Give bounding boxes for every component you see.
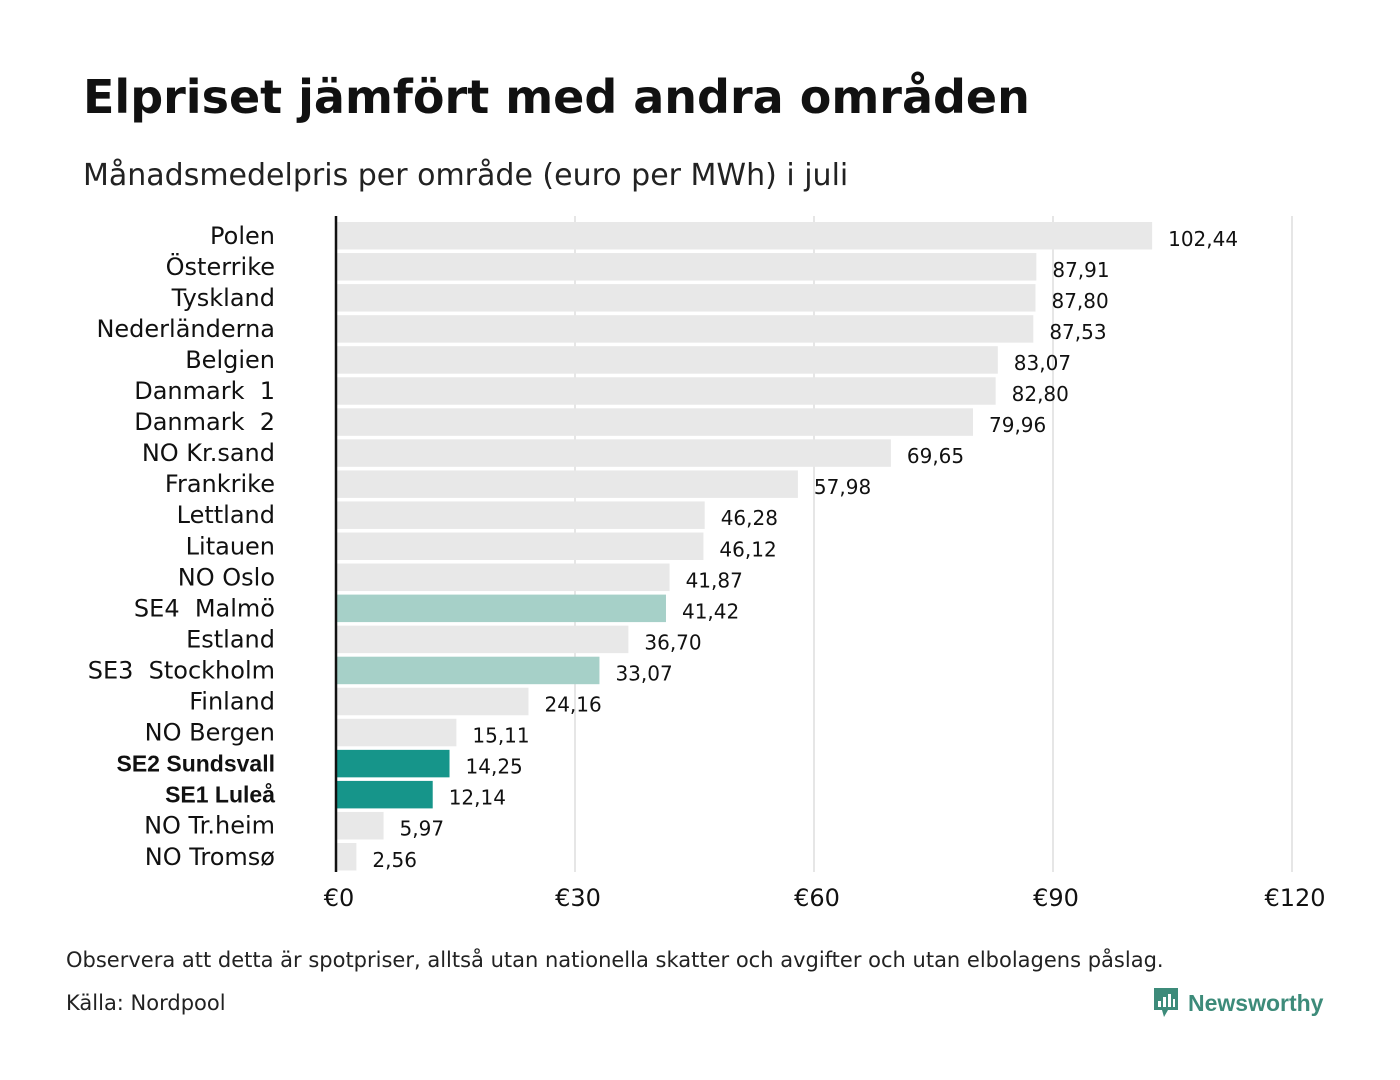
footnote: Observera att detta är spotpriser, allts… bbox=[66, 948, 1164, 972]
value-label: 12,14 bbox=[449, 786, 506, 810]
bar-13 bbox=[336, 625, 629, 654]
value-label: 36,70 bbox=[644, 630, 701, 654]
value-label: 41,42 bbox=[682, 599, 739, 623]
value-label: 57,98 bbox=[814, 475, 871, 499]
category-label: Frankrike bbox=[165, 470, 275, 498]
category-label: Österrike bbox=[166, 252, 275, 281]
bar-9 bbox=[336, 501, 705, 529]
category-label: Finland bbox=[189, 688, 275, 716]
bar-0 bbox=[336, 222, 1153, 250]
bar-12 bbox=[336, 594, 666, 623]
category-label: Danmark 1 bbox=[134, 377, 275, 405]
bar-8 bbox=[336, 470, 798, 498]
value-label: 79,96 bbox=[989, 413, 1046, 437]
category-label: Nederländerna bbox=[96, 315, 275, 343]
value-label: 41,87 bbox=[686, 568, 743, 592]
category-label: SE2 Sundsvall bbox=[116, 751, 275, 777]
bar-7 bbox=[336, 439, 891, 467]
category-label: SE3 Stockholm bbox=[88, 656, 275, 684]
category-label: Belgien bbox=[185, 346, 275, 374]
category-label: NO Oslo bbox=[178, 563, 275, 591]
bar-15 bbox=[336, 687, 529, 716]
category-label: Lettland bbox=[177, 501, 275, 529]
value-label: 24,16 bbox=[544, 693, 601, 717]
category-label: NO Tr.heim bbox=[144, 812, 275, 840]
bar-11 bbox=[336, 563, 670, 592]
value-label: 87,80 bbox=[1051, 289, 1108, 313]
value-label: 87,91 bbox=[1052, 258, 1109, 282]
bar-1 bbox=[336, 253, 1037, 281]
x-tick-label: €120 bbox=[1264, 884, 1325, 912]
category-label: Danmark 2 bbox=[134, 408, 275, 436]
value-label: 14,25 bbox=[466, 755, 523, 779]
bar-5 bbox=[336, 377, 996, 405]
value-label: 15,11 bbox=[472, 724, 529, 748]
brand-logo: Newsworthy bbox=[1152, 986, 1323, 1020]
chart-title: Elpriset jämfört med andra områden bbox=[83, 70, 1030, 124]
source-credit: Källa: Nordpool bbox=[66, 991, 226, 1015]
category-label: NO Tromsø bbox=[145, 843, 275, 871]
value-label: 2,56 bbox=[372, 848, 417, 872]
brand-name: Newsworthy bbox=[1188, 989, 1324, 1016]
value-label: 46,12 bbox=[719, 537, 776, 561]
category-label: NO Bergen bbox=[145, 719, 275, 747]
bar-6 bbox=[336, 408, 974, 436]
bar-chart: Polen 102,44 Österrike 87,91 Tyskland 87,80 Ne… bbox=[88, 216, 1326, 912]
x-tick-label: €60 bbox=[794, 884, 840, 912]
x-tick-label: €30 bbox=[555, 884, 601, 912]
bar-10 bbox=[336, 532, 704, 560]
x-tick-label: €90 bbox=[1033, 884, 1079, 912]
bar-18 bbox=[336, 780, 433, 809]
category-label: Tyskland bbox=[171, 284, 275, 312]
category-label: SE4 Malmö bbox=[134, 594, 275, 622]
bar-16 bbox=[336, 718, 457, 747]
category-label: NO Kr.sand bbox=[142, 439, 275, 467]
chart-subtitle: Månadsmedelpris per område (euro per MWh… bbox=[83, 158, 849, 193]
bar-4 bbox=[336, 346, 998, 374]
bar-17 bbox=[336, 749, 450, 778]
bar-3 bbox=[336, 315, 1034, 343]
category-label: SE1 Luleå bbox=[165, 782, 275, 808]
value-label: 87,53 bbox=[1049, 320, 1106, 344]
bar-2 bbox=[336, 284, 1036, 312]
value-label: 33,07 bbox=[615, 661, 672, 685]
category-label: Litauen bbox=[186, 532, 275, 560]
newsworthy-logo-icon bbox=[1154, 988, 1178, 1017]
bar-20 bbox=[336, 843, 357, 871]
bar-19 bbox=[336, 811, 384, 840]
x-tick-label: €0 bbox=[324, 884, 355, 912]
value-label: 5,97 bbox=[400, 817, 445, 841]
value-label: 82,80 bbox=[1012, 382, 1069, 406]
category-label: Polen bbox=[210, 222, 275, 250]
value-label: 46,28 bbox=[721, 506, 778, 530]
category-label: Estland bbox=[186, 625, 275, 653]
value-label: 102,44 bbox=[1168, 227, 1238, 251]
bar-14 bbox=[336, 656, 600, 685]
value-label: 83,07 bbox=[1014, 351, 1071, 375]
value-label: 69,65 bbox=[907, 444, 964, 468]
